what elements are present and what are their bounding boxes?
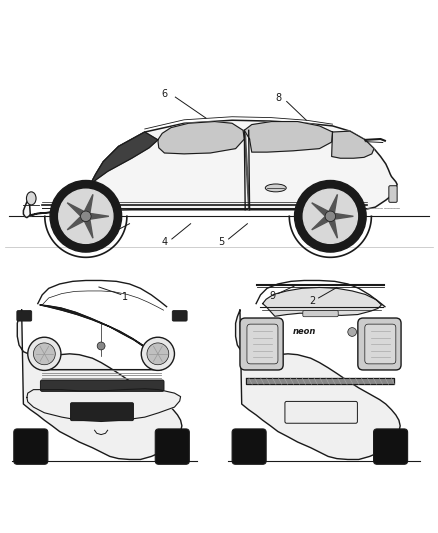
Circle shape: [294, 181, 366, 252]
FancyBboxPatch shape: [14, 429, 48, 464]
Text: 2: 2: [310, 296, 316, 305]
Circle shape: [33, 343, 55, 365]
Polygon shape: [330, 213, 353, 220]
FancyBboxPatch shape: [71, 403, 134, 421]
Polygon shape: [246, 378, 394, 384]
Circle shape: [303, 189, 357, 244]
Polygon shape: [327, 195, 337, 217]
Polygon shape: [244, 130, 250, 210]
Polygon shape: [327, 215, 337, 238]
Circle shape: [28, 337, 61, 370]
Polygon shape: [82, 215, 93, 238]
Circle shape: [147, 343, 169, 365]
Polygon shape: [332, 131, 374, 158]
FancyBboxPatch shape: [40, 380, 164, 391]
Text: 3: 3: [96, 233, 102, 243]
Polygon shape: [158, 122, 244, 154]
Text: 9: 9: [269, 291, 276, 301]
Text: 4: 4: [161, 238, 167, 247]
Circle shape: [325, 211, 336, 222]
Polygon shape: [40, 305, 163, 362]
Text: 5: 5: [218, 238, 224, 247]
FancyBboxPatch shape: [247, 324, 278, 364]
Polygon shape: [67, 203, 88, 219]
Circle shape: [97, 342, 105, 350]
Text: 6: 6: [161, 89, 167, 99]
Ellipse shape: [265, 184, 286, 192]
Polygon shape: [312, 203, 332, 219]
Polygon shape: [86, 213, 109, 220]
Polygon shape: [263, 287, 381, 316]
Polygon shape: [236, 310, 400, 459]
FancyBboxPatch shape: [374, 429, 408, 464]
FancyBboxPatch shape: [389, 185, 397, 203]
FancyBboxPatch shape: [232, 429, 266, 464]
FancyBboxPatch shape: [240, 318, 283, 370]
Text: neon: neon: [292, 327, 316, 336]
Ellipse shape: [26, 192, 36, 205]
Circle shape: [141, 337, 174, 370]
FancyBboxPatch shape: [285, 401, 357, 423]
Circle shape: [59, 189, 113, 244]
Polygon shape: [17, 310, 182, 459]
FancyBboxPatch shape: [155, 429, 189, 464]
FancyBboxPatch shape: [17, 311, 32, 321]
Polygon shape: [88, 132, 158, 189]
Polygon shape: [312, 213, 332, 230]
FancyBboxPatch shape: [303, 311, 338, 317]
Polygon shape: [82, 195, 93, 217]
FancyBboxPatch shape: [358, 318, 401, 370]
Polygon shape: [23, 120, 397, 217]
Text: 8: 8: [275, 93, 281, 103]
Polygon shape: [67, 213, 88, 230]
Text: 1: 1: [122, 292, 128, 302]
Circle shape: [50, 181, 122, 252]
Polygon shape: [27, 389, 180, 422]
Circle shape: [348, 328, 357, 336]
Polygon shape: [244, 122, 332, 152]
FancyBboxPatch shape: [172, 311, 187, 321]
FancyBboxPatch shape: [365, 324, 396, 364]
Circle shape: [81, 211, 91, 222]
